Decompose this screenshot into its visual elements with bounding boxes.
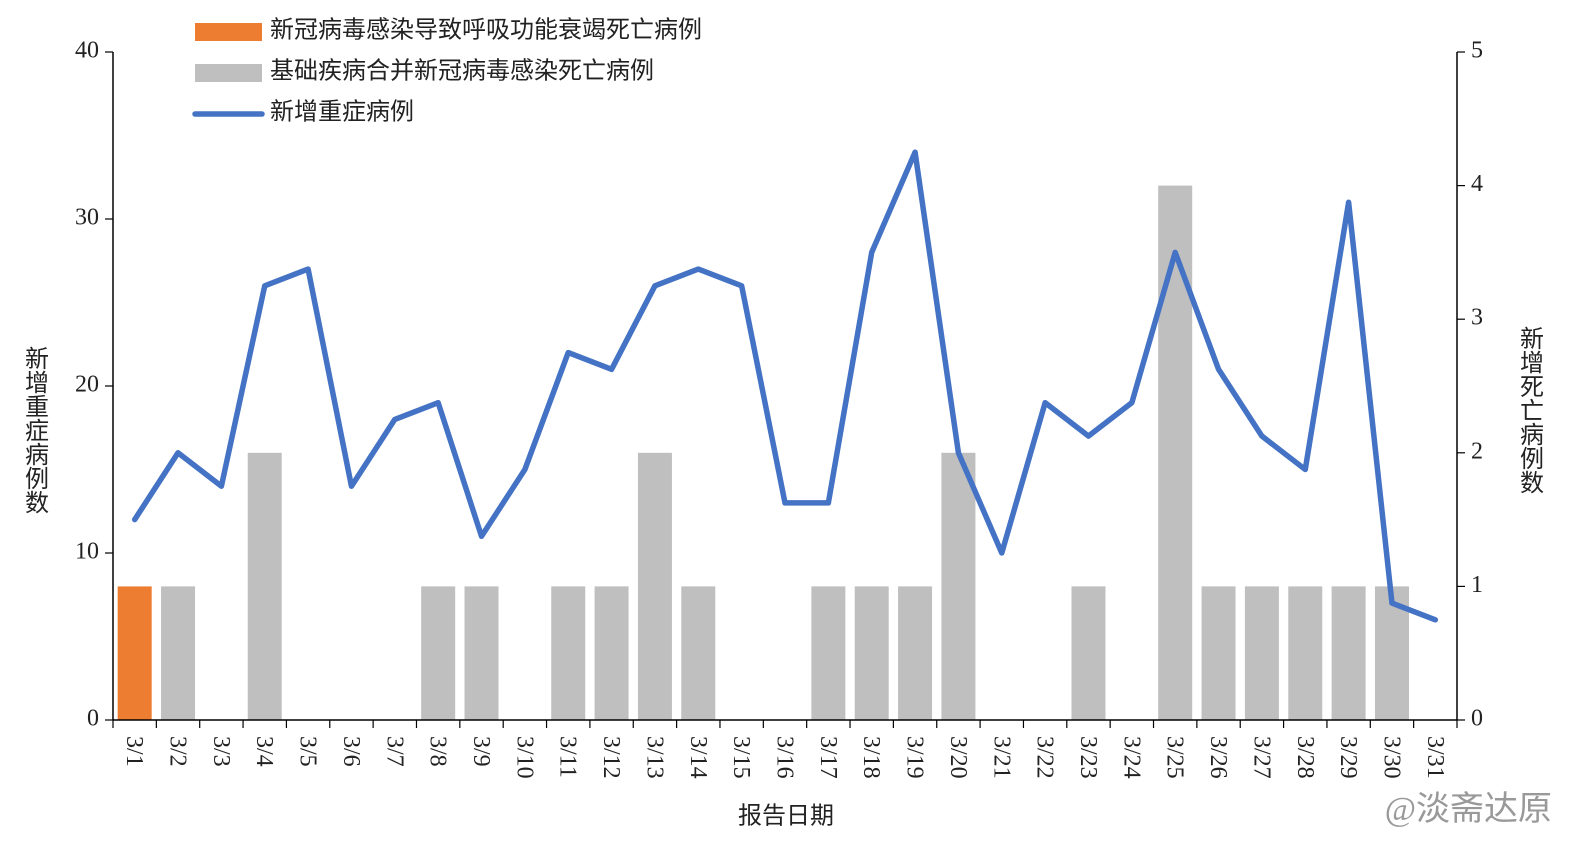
x-tick-label: 3/8 — [425, 736, 451, 767]
bar — [854, 586, 889, 720]
y-tick-label: 40 — [75, 38, 99, 64]
x-tick-label: 3/4 — [251, 736, 277, 767]
x-tick-label: 3/23 — [1075, 736, 1101, 779]
x-tick-label: 3/21 — [988, 736, 1014, 779]
bar — [1288, 586, 1323, 720]
x-tick-label: 3/5 — [295, 736, 321, 767]
bar — [594, 586, 629, 720]
y2-tick-label: 4 — [1471, 171, 1483, 197]
bar — [1331, 586, 1366, 720]
bar — [681, 586, 716, 720]
x-tick-label: 3/30 — [1378, 736, 1404, 779]
x-tick-label: 3/22 — [1032, 736, 1058, 779]
bar — [1244, 586, 1279, 720]
bar — [421, 586, 456, 720]
y-tick-label: 10 — [75, 539, 99, 565]
y2-tick-label: 3 — [1471, 305, 1483, 331]
watermark: @淡斋达原 — [1385, 790, 1552, 828]
x-tick-label: 3/29 — [1335, 736, 1361, 779]
bar — [117, 586, 152, 720]
bar — [551, 586, 586, 720]
x-tick-label: 3/3 — [208, 736, 234, 767]
x-tick-label: 3/26 — [1205, 736, 1231, 779]
bar — [1158, 185, 1193, 721]
x-tick-label: 3/16 — [771, 736, 797, 779]
x-tick-label: 3/11 — [555, 736, 581, 778]
bar — [637, 452, 672, 720]
bar — [161, 586, 196, 720]
x-tick-label: 3/2 — [165, 736, 191, 767]
x-tick-label: 3/18 — [858, 736, 884, 779]
x-tick-label: 3/12 — [598, 736, 624, 779]
y-tick-label: 20 — [75, 372, 99, 398]
bar — [464, 586, 499, 720]
y-axis-label: 新增重症病例数 — [20, 346, 48, 514]
legend-swatch — [195, 64, 262, 82]
bar — [1201, 586, 1236, 720]
x-tick-label: 3/7 — [381, 736, 407, 767]
x-tick-label: 3/31 — [1422, 736, 1448, 779]
y2-axis-label: 新增死亡病例数 — [1515, 326, 1543, 494]
x-tick-label: 3/1 — [121, 736, 147, 767]
bar — [1071, 586, 1106, 720]
bar — [811, 586, 846, 720]
legend-label: 新增重症病例 — [270, 99, 414, 126]
x-tick-label: 3/20 — [945, 736, 971, 779]
bar — [941, 452, 976, 720]
x-tick-label: 3/19 — [902, 736, 928, 779]
y2-tick-label: 0 — [1471, 706, 1483, 732]
legend-label: 新冠病毒感染导致呼吸功能衰竭死亡病例 — [270, 17, 702, 44]
y-tick-label: 30 — [75, 205, 99, 231]
bar — [247, 452, 282, 720]
x-tick-label: 3/27 — [1248, 736, 1274, 779]
x-tick-label: 3/10 — [511, 736, 537, 779]
y2-tick-label: 2 — [1471, 438, 1483, 464]
y2-tick-label: 1 — [1471, 572, 1483, 598]
x-tick-label: 3/13 — [641, 736, 667, 779]
x-tick-label: 3/28 — [1292, 736, 1318, 779]
legend-swatch — [195, 23, 262, 41]
y2-tick-label: 5 — [1471, 38, 1483, 64]
bar — [898, 586, 933, 720]
legend-label: 基础疾病合并新冠病毒感染死亡病例 — [270, 58, 654, 85]
x-tick-label: 3/9 — [468, 736, 494, 767]
x-axis-label: 报告日期 — [738, 803, 834, 830]
x-tick-label: 3/24 — [1118, 736, 1144, 779]
line — [131, 149, 1439, 623]
x-tick-label: 3/25 — [1162, 736, 1188, 779]
x-tick-label: 3/14 — [685, 736, 711, 779]
y-tick-label: 0 — [87, 706, 99, 732]
x-tick-label: 3/17 — [815, 736, 841, 779]
x-tick-label: 3/15 — [728, 736, 754, 779]
x-tick-label: 3/6 — [338, 736, 364, 767]
